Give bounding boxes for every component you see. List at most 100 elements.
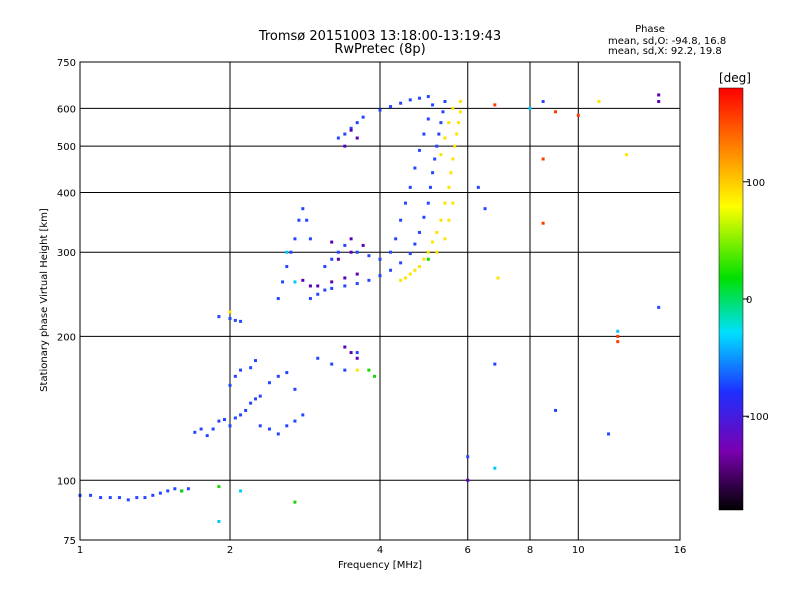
data-point bbox=[239, 489, 243, 493]
data-point bbox=[244, 408, 248, 412]
data-point bbox=[217, 485, 221, 489]
data-point bbox=[435, 250, 439, 254]
data-point bbox=[249, 366, 253, 370]
data-point bbox=[316, 356, 320, 360]
data-point bbox=[439, 218, 443, 222]
data-point bbox=[193, 430, 197, 434]
data-point bbox=[483, 207, 487, 211]
x-tick-label: 4 bbox=[377, 545, 383, 556]
data-point bbox=[408, 272, 412, 276]
data-point bbox=[117, 496, 121, 500]
data-point bbox=[431, 171, 435, 175]
data-point bbox=[276, 432, 280, 436]
data-point bbox=[166, 489, 170, 493]
colorbar-label: [deg] bbox=[719, 71, 751, 85]
data-point bbox=[228, 424, 232, 428]
data-point bbox=[451, 201, 455, 205]
data-point bbox=[233, 318, 237, 322]
data-point bbox=[422, 132, 426, 136]
grid-lines bbox=[80, 62, 680, 540]
colorbar-tick-label: 100 bbox=[746, 178, 765, 189]
data-point bbox=[399, 278, 403, 282]
data-point bbox=[417, 148, 421, 152]
data-point bbox=[301, 278, 305, 282]
data-point bbox=[355, 136, 359, 140]
data-point bbox=[458, 110, 462, 114]
y-tick-label: 300 bbox=[57, 248, 76, 259]
data-point bbox=[657, 305, 661, 309]
data-point bbox=[99, 496, 103, 500]
data-point bbox=[373, 374, 377, 378]
data-point bbox=[597, 100, 601, 104]
data-point bbox=[349, 237, 353, 241]
data-point bbox=[428, 185, 432, 189]
data-point bbox=[389, 250, 393, 254]
x-tick-label: 6 bbox=[465, 545, 471, 556]
data-point bbox=[228, 383, 232, 387]
data-point bbox=[135, 496, 139, 500]
data-point bbox=[389, 268, 393, 272]
data-point bbox=[361, 243, 365, 247]
data-point bbox=[413, 242, 417, 246]
data-point bbox=[367, 368, 371, 372]
data-point bbox=[349, 128, 353, 132]
data-point bbox=[422, 215, 426, 219]
data-point bbox=[417, 96, 421, 100]
data-point bbox=[447, 185, 451, 189]
data-point bbox=[180, 489, 184, 493]
data-point bbox=[541, 100, 545, 104]
data-point bbox=[449, 171, 453, 175]
data-point bbox=[426, 117, 430, 121]
colorbar-ticks: 100 0 -100 bbox=[743, 178, 769, 423]
data-point bbox=[258, 424, 262, 428]
data-point bbox=[126, 498, 130, 502]
data-point bbox=[276, 374, 280, 378]
data-point bbox=[451, 106, 455, 110]
data-point bbox=[616, 340, 620, 344]
data-point bbox=[343, 132, 347, 136]
data-point bbox=[293, 387, 297, 391]
x-tick-label: 16 bbox=[674, 545, 687, 556]
data-point bbox=[367, 254, 371, 258]
plot-frame bbox=[79, 61, 681, 541]
data-point bbox=[355, 121, 359, 125]
data-point bbox=[441, 110, 445, 114]
data-point bbox=[343, 144, 347, 148]
data-point bbox=[228, 310, 232, 314]
data-point bbox=[343, 345, 347, 349]
stats-heading: Phase bbox=[635, 24, 665, 35]
data-point bbox=[308, 237, 312, 241]
data-point bbox=[426, 257, 430, 261]
data-point bbox=[408, 185, 412, 189]
data-point bbox=[253, 359, 257, 363]
data-point bbox=[553, 110, 557, 114]
data-point bbox=[276, 297, 280, 301]
data-point bbox=[217, 519, 221, 523]
y-tick-label: 400 bbox=[57, 188, 76, 199]
data-point bbox=[528, 106, 532, 110]
data-point bbox=[108, 496, 112, 500]
data-point bbox=[367, 278, 371, 282]
data-point bbox=[399, 261, 403, 265]
data-point bbox=[301, 413, 305, 417]
chart-subtitle: RwPretec (8p) bbox=[334, 42, 425, 57]
colorbar bbox=[718, 87, 744, 511]
data-point bbox=[308, 284, 312, 288]
data-point bbox=[413, 268, 417, 272]
data-point bbox=[239, 413, 243, 417]
data-point bbox=[422, 257, 426, 261]
x-axis-label: Frequency [MHz] bbox=[338, 560, 422, 571]
data-point bbox=[443, 201, 447, 205]
data-point bbox=[293, 500, 297, 504]
data-point bbox=[457, 121, 461, 125]
data-point bbox=[453, 144, 457, 148]
data-point bbox=[343, 243, 347, 247]
data-point bbox=[378, 274, 382, 278]
data-point bbox=[426, 201, 430, 205]
data-point bbox=[316, 284, 320, 288]
data-point bbox=[361, 115, 365, 119]
data-point bbox=[496, 276, 500, 280]
data-point bbox=[394, 237, 398, 241]
data-point bbox=[330, 362, 334, 366]
